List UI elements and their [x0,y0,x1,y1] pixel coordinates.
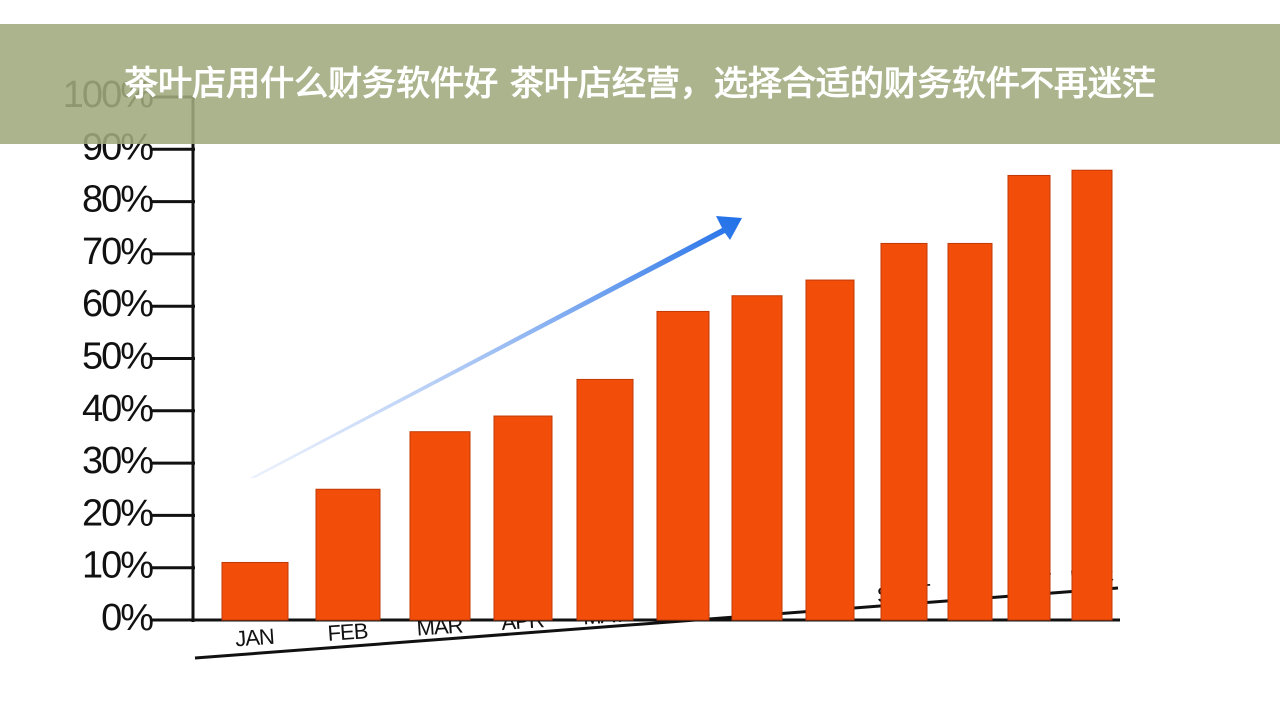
bar [880,242,928,621]
bar [1007,174,1051,621]
bar [409,431,471,621]
chart-title: 茶叶店用什么财务软件好 茶叶店经营，选择合适的财务软件不再迷茫 [124,64,1156,104]
y-tick-label: 40% [82,388,153,430]
bar [805,279,855,621]
y-tick-label: 30% [82,440,153,482]
y-tick-label: 60% [82,283,153,325]
bar [221,561,289,621]
title-banner: 茶叶店用什么财务软件好 茶叶店经营，选择合适的财务软件不再迷茫 [0,24,1280,144]
y-tick-label: 80% [82,179,153,221]
bar [731,295,783,621]
y-tick-label: 20% [82,492,153,534]
bar [493,415,553,621]
bar [1071,169,1113,621]
bar [315,488,381,621]
y-tick-label: 10% [82,545,153,587]
bar [656,310,710,621]
y-tick-label: 70% [82,231,153,273]
y-tick-label: 0% [101,597,153,639]
x-tick-label: JAN [234,624,274,652]
bar [576,378,634,621]
x-tick-label: FEB [327,618,369,646]
plot-area: 0%10%20%30%40%50%60%70%80%90%100%JANFEBM… [63,74,1115,651]
bar [947,242,993,621]
y-tick-label: 50% [82,336,153,378]
